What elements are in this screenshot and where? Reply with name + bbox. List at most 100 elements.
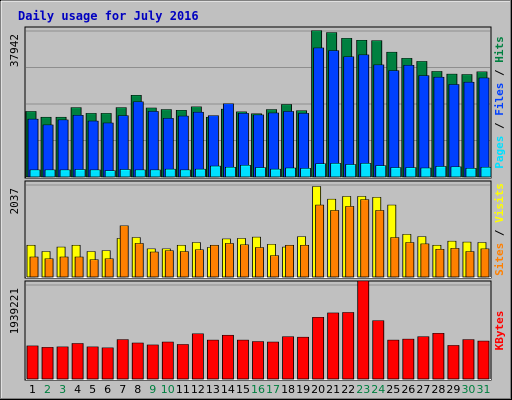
bar-pages-day-30 (465, 168, 477, 178)
bar-files-day-1 (27, 118, 39, 178)
bar-files-day-10 (162, 118, 174, 178)
bar-sites-day-16 (255, 247, 264, 278)
x-tick-day-23: 23 (356, 383, 370, 396)
bar-sites-day-29 (450, 248, 460, 278)
legend-visits: Visits (493, 183, 506, 223)
bar-files-day-23 (358, 54, 370, 178)
bar-pages-day-5 (89, 169, 101, 178)
legend-separator: / (493, 63, 506, 83)
bar-kbytes-day-17 (267, 341, 279, 380)
bar-pages-day-20 (315, 163, 327, 178)
bar-pages-day-16 (255, 167, 266, 178)
bar-sites-day-1 (29, 256, 39, 278)
bar-kbytes-day-31 (477, 340, 490, 380)
bar-files-day-30 (463, 81, 475, 178)
bar-sites-day-5 (89, 259, 99, 278)
bar-kbytes-day-15 (237, 339, 249, 380)
bar-kbytes-day-21 (327, 312, 340, 380)
chart-title: Daily usage for July 2016 (18, 9, 199, 23)
legend-pages: Pages (493, 136, 506, 169)
bar-files-day-31 (478, 77, 490, 178)
bar-files-day-12 (192, 111, 204, 178)
bar-kbytes-day-3 (56, 346, 69, 380)
bar-sites-day-19 (300, 244, 310, 278)
bar-files-day-11 (177, 115, 189, 178)
bar-pages-day-13 (209, 165, 221, 178)
bar-kbytes-day-13 (206, 339, 219, 380)
bar-files-day-26 (403, 65, 415, 178)
legend-separator: / (493, 116, 506, 136)
bar-kbytes-day-12 (191, 333, 204, 380)
kbytes-panel: 1939221 KBytes (8, 280, 506, 381)
bar-kbytes-day-5 (86, 346, 99, 380)
bar-sites-day-4 (74, 256, 84, 278)
bar-files-day-25 (388, 70, 400, 178)
bar-pages-day-27 (420, 167, 432, 178)
bar-pages-day-19 (300, 168, 312, 178)
bar-pages-day-24 (375, 165, 387, 178)
x-tick-day-16: 16 (251, 383, 265, 396)
bar-files-day-7 (117, 115, 129, 178)
legend-sites: Sites (493, 243, 506, 276)
bar-kbytes-day-20 (312, 317, 325, 380)
bar-pages-day-28 (435, 166, 447, 178)
bar-kbytes-day-29 (447, 345, 460, 380)
x-tick-day-13: 13 (206, 383, 220, 396)
bar-pages-day-8 (134, 169, 146, 178)
bar-pages-day-11 (179, 169, 191, 178)
bar-pages-day-31 (480, 166, 492, 178)
bar-pages-day-10 (164, 168, 176, 178)
bar-kbytes-day-22 (342, 312, 355, 380)
bar-sites-day-13 (209, 244, 219, 278)
bar-sites-day-22 (345, 206, 355, 278)
bar-kbytes-day-6 (101, 347, 114, 380)
bar-pages-day-14 (225, 166, 236, 178)
bar-kbytes-day-28 (432, 333, 445, 380)
bar-pages-day-12 (194, 168, 206, 178)
bar-pages-day-25 (390, 167, 402, 178)
x-tick-day-26: 26 (401, 383, 415, 396)
bar-sites-day-21 (330, 210, 340, 278)
x-tick-day-29: 29 (446, 383, 460, 396)
legend-files: Files (493, 83, 506, 116)
bar-files-day-4 (72, 115, 84, 178)
series-kbytes (26, 280, 490, 380)
chart-panels: 37942 Pages / Files / Hits 2037 Sites / Vis… (8, 26, 506, 381)
bar-pages-day-7 (119, 169, 131, 178)
bar-kbytes-day-14 (222, 334, 234, 380)
x-tick-day-28: 28 (431, 383, 445, 396)
x-tick-day-21: 21 (326, 383, 340, 396)
bar-kbytes-day-8 (131, 342, 144, 380)
bar-pages-day-22 (345, 164, 357, 178)
bar-sites-day-26 (405, 242, 415, 278)
bar-files-day-6 (102, 122, 114, 178)
visits-sites-panel: 2037 Sites / Visits (8, 180, 506, 279)
bar-pages-day-15 (240, 165, 251, 178)
x-tick-day-15: 15 (236, 383, 250, 396)
x-tick-day-25: 25 (386, 383, 400, 396)
x-tick-day-8: 8 (134, 383, 141, 396)
bar-pages-day-2 (44, 169, 56, 178)
y-max-label: 2037 (8, 188, 21, 215)
series-pages (29, 163, 492, 178)
bar-pages-day-6 (104, 170, 116, 178)
x-tick-day-31: 31 (476, 383, 490, 396)
bar-files-day-5 (87, 120, 99, 178)
bar-kbytes-day-7 (116, 339, 129, 380)
x-tick-day-22: 22 (341, 383, 355, 396)
x-tick-day-7: 7 (119, 383, 126, 396)
bar-sites-day-25 (390, 237, 400, 278)
x-tick-day-9: 9 (149, 383, 156, 396)
bar-pages-day-1 (29, 169, 41, 178)
bar-pages-day-26 (405, 167, 417, 178)
x-tick-day-12: 12 (191, 383, 205, 396)
series-sites (29, 199, 490, 278)
hits-files-pages-panel: 37942 Pages / Files / Hits (8, 26, 506, 179)
y-max-label: 1939221 (8, 288, 21, 334)
bar-kbytes-day-24 (372, 320, 385, 380)
bar-files-day-21 (328, 50, 340, 178)
series-files (27, 47, 490, 178)
bar-sites-day-20 (315, 204, 325, 278)
bar-pages-day-3 (59, 169, 71, 178)
